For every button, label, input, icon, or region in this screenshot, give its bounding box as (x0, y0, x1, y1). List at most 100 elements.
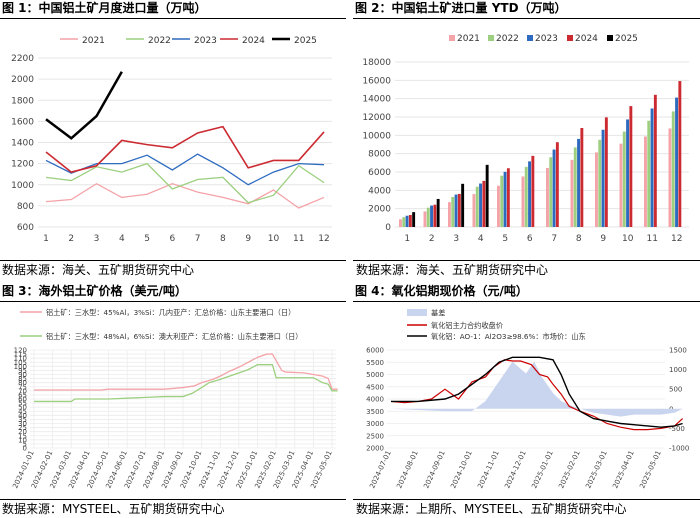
panel1-title: 图 1：中国铝土矿月度进口量（万吨） (2, 1, 207, 15)
chart3-ytick-label: 90 (18, 371, 27, 379)
chart2-bar-2024-2 (433, 204, 437, 227)
chart2-ytick-label: 10000 (362, 131, 391, 141)
chart2-legend-label-2022: 2022 (496, 34, 519, 44)
chart3-ytick-label: 110 (14, 355, 27, 363)
panel3-title: 图 3：海外铝土矿价格（美元/吨） (2, 284, 187, 298)
chart1-series-2023-line (45, 153, 325, 186)
chart2-bar-2023-10 (626, 119, 629, 227)
chart3-ytick-label: 55 (18, 400, 27, 408)
chart4-legend-label-spot: 氧化铝：AO-1：Al2O3≥98.6%：市场价：山东 (431, 332, 586, 341)
chart1-legend-label-2021: 2021 (82, 36, 105, 46)
chart2-bar-2023-2 (430, 205, 433, 227)
chart4-ytick-right-label: 1000 (669, 366, 687, 374)
panel4-title-rule (353, 301, 700, 302)
chart2-bar-2021-10 (619, 143, 623, 227)
chart1-legend-label-2025: 2025 (294, 36, 317, 46)
chart2-bar-2023-3 (454, 194, 458, 227)
chart2-xtick-label: 1 (404, 234, 410, 244)
chart4-ytick-right-label: 1500 (669, 347, 687, 355)
chart3-ytick-label: 0 (23, 445, 27, 453)
chart3-ytick-label: 60 (18, 396, 27, 404)
chart4-ytick-right-label: -500 (669, 425, 685, 433)
chart2-bar-2022-2 (426, 207, 430, 227)
chart4-legend-swatch-basis (407, 309, 427, 316)
panel2-title: 图 2：中国铝土矿进口量 YTD（万吨） (355, 1, 567, 15)
chart2-bar-2024-5 (506, 168, 510, 227)
chart2-bar-2024-3 (457, 193, 461, 227)
chart2-xtick-label: 3 (453, 234, 459, 244)
chart4-xtick-label: 2024-11-01 (476, 449, 500, 489)
chart2-bar-2023-1 (405, 215, 409, 227)
chart3-ytick-label: 100 (14, 363, 27, 371)
chart3-ytick-label: 95 (18, 367, 27, 375)
chart2-bar-2025-2 (436, 198, 440, 227)
chart1-series-2024-line (45, 125, 325, 173)
chart2-bar-2022-8 (573, 147, 577, 227)
chart2-legend-swatch-2023 (527, 35, 533, 41)
chart1-series-2021-line (45, 182, 325, 209)
chart1-xtick-label: 9 (245, 234, 251, 244)
chart1-ytick-label: 2000 (11, 75, 34, 85)
chart1-ytick-label: 1400 (11, 139, 34, 149)
chart2-bar-2024-8 (580, 128, 584, 227)
chart3-ytick-label: 70 (18, 387, 27, 395)
panel1-source: 数据来源：海关、五矿期货研究中心 (2, 263, 195, 277)
chart2-ytick-label: 18000 (362, 58, 391, 68)
chart2-bar-2024-7 (555, 142, 559, 227)
chart4-ytick-left-label: 5500 (366, 359, 384, 367)
chart2-ytick-label: 8000 (368, 150, 391, 160)
chart4-legend-label-futures: 氧化铝主力合约收盘价 (431, 321, 503, 330)
chart2-xtick-label: 2 (429, 234, 435, 244)
chart3-ytick-label: 65 (18, 391, 27, 399)
chart2-bar-2022-5 (500, 175, 504, 227)
panel3-title-rule (0, 301, 346, 302)
chart2-legend-label-2021: 2021 (457, 34, 480, 44)
chart2-ytick-label: 12000 (362, 113, 391, 123)
panel3-source-rule (0, 499, 346, 500)
chart2-bar-2023-11 (650, 108, 654, 227)
chart3-legend-label-1: 铝土矿：三水型：48%Al，6%Si：澳大利亚产：汇总价格：山东主要港口（日） (46, 332, 302, 341)
chart3-legend-label-0: 铝土矿：三水型：45%Al，3%Si：几内亚产：汇总价格：山东主要港口（日） (46, 308, 295, 317)
chart2-bar-2022-11 (647, 120, 651, 227)
chart2-bar-2023-9 (601, 129, 605, 227)
chart2-xtick-label: 11 (647, 234, 658, 244)
chart4-basis-area (391, 361, 683, 417)
chart1-ytick-label: 2200 (11, 54, 34, 64)
chart1-ytick-label: 1000 (11, 181, 34, 191)
chart2-bar-2024-4 (482, 180, 486, 227)
chart1-series-2025-line (45, 71, 123, 140)
chart2-ytick-label: 0 (385, 223, 391, 233)
chart4-ytick-left-label: 2500 (366, 432, 384, 440)
chart2-xtick-label: 6 (527, 234, 533, 244)
chart3-ytick-label: 5 (23, 440, 27, 448)
chart4-ytick-left-label: 5000 (366, 371, 384, 379)
chart2-bar-2024-12 (678, 81, 682, 227)
chart2-bar-2025-1 (412, 212, 416, 227)
chart2-bar-2025-3 (461, 183, 465, 227)
chart2-bar-2021-3 (448, 202, 451, 227)
chart1-xtick-label: 11 (293, 234, 304, 244)
chart1-ytick-label: 1800 (11, 96, 34, 106)
chart2-bar-2023-8 (577, 138, 580, 227)
chart2-legend-label-2025: 2025 (615, 34, 638, 44)
chart2-bar-2022-12 (671, 111, 675, 227)
chart4-xtick-label: 2024-12-01 (503, 449, 527, 489)
chart4-xtick-label: 2025-03-01 (584, 449, 608, 489)
chart3-ytick-label: 25 (18, 424, 27, 432)
chart4-ytick-left-label: 2000 (366, 445, 384, 453)
chart3-overseas-price: 0510152025303540455055606570758085909510… (11, 308, 338, 490)
panel1-source-rule (0, 260, 346, 261)
chart4-futures-line (390, 359, 684, 431)
chart2-bar-2022-7 (549, 157, 553, 227)
chart3-ytick-label: 75 (18, 383, 27, 391)
chart2-xtick-label: 9 (600, 234, 606, 244)
chart1-xtick-label: 2 (68, 234, 74, 244)
chart1-xtick-label: 4 (119, 234, 125, 244)
chart4-ytick-right-label: 500 (669, 386, 682, 394)
chart1-xtick-label: 10 (268, 234, 280, 244)
chart2-bar-2022-1 (402, 217, 406, 227)
chart2-bar-2021-5 (497, 185, 500, 227)
panel4-source: 数据来源：上期所、MYSTEEL、五矿期货研究中心 (356, 502, 627, 516)
chart2-xtick-label: 12 (671, 234, 682, 244)
chart3-series-line-1 (34, 364, 338, 403)
